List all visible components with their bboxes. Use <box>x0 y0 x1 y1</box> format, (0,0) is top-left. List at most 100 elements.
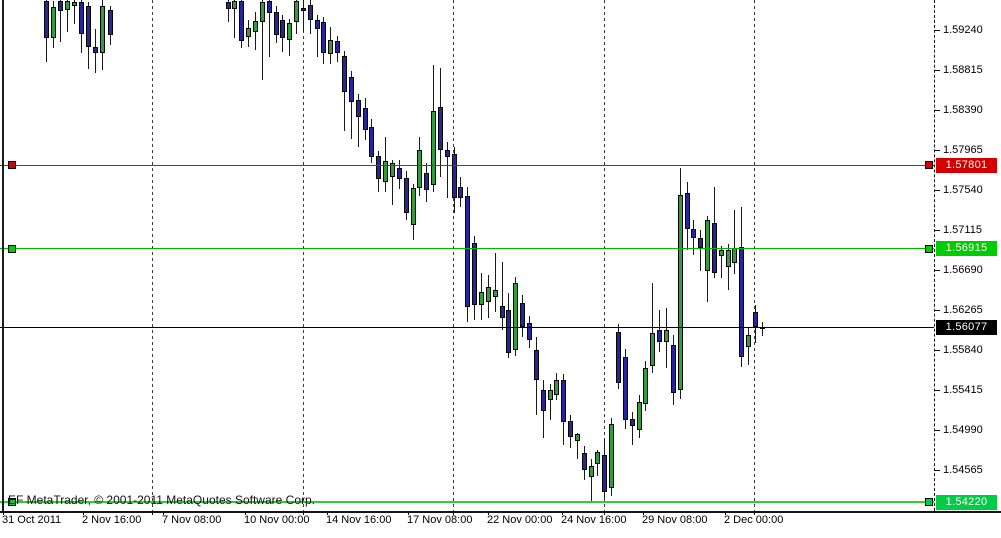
candle <box>711 222 717 273</box>
candle <box>342 56 347 93</box>
candle <box>252 20 258 32</box>
candle <box>691 228 697 238</box>
candle <box>273 12 279 35</box>
time-axis-label: 2 Nov 16:00 <box>82 514 142 526</box>
price-axis-line <box>934 0 935 511</box>
time-axis-label: 24 Nov 16:00 <box>561 514 627 526</box>
candle <box>499 305 505 318</box>
time-axis-tick <box>245 511 246 515</box>
candle <box>225 1 231 10</box>
candle <box>526 322 532 340</box>
price-badge: 1.57801 <box>936 157 997 173</box>
price-line[interactable] <box>0 501 934 504</box>
candle <box>732 248 738 264</box>
candle-wick <box>350 71 352 140</box>
price-axis-tick <box>934 470 940 471</box>
candle <box>79 1 84 34</box>
price-line-left-marker[interactable] <box>8 161 16 170</box>
time-axis-tick <box>643 511 644 515</box>
time-axis-label: 31 Oct 2011 <box>2 514 62 526</box>
candle <box>657 330 663 342</box>
candle <box>739 247 745 357</box>
candle <box>335 41 341 53</box>
candle-wick <box>261 0 263 80</box>
candle <box>465 195 471 307</box>
price-axis-tick <box>934 190 940 191</box>
candle <box>444 149 450 158</box>
candle <box>259 1 265 23</box>
candle <box>684 192 690 229</box>
candle <box>479 291 484 305</box>
time-axis-tick <box>327 511 328 515</box>
price-line[interactable] <box>0 164 934 166</box>
vertical-gridline <box>152 0 153 511</box>
vertical-gridline <box>453 0 454 511</box>
time-axis-tick <box>83 511 84 515</box>
candle <box>410 188 416 225</box>
candle <box>663 330 669 343</box>
time-axis-tick <box>603 511 605 515</box>
candle <box>389 162 395 177</box>
candle <box>314 19 320 30</box>
candle <box>403 177 409 213</box>
time-axis-label: 29 Nov 08:00 <box>642 514 708 526</box>
candle <box>588 465 594 478</box>
price-axis-label: 1.56690 <box>943 264 983 276</box>
candle-wick <box>501 262 503 331</box>
time-axis-label: 22 Nov 00:00 <box>487 514 553 526</box>
price-line-left-marker[interactable] <box>8 244 16 253</box>
chart-plot-area <box>0 0 934 511</box>
candle <box>362 108 368 130</box>
candle <box>513 283 519 350</box>
time-axis-line <box>0 511 1001 513</box>
candle <box>574 433 580 442</box>
chart-left-border <box>2 0 4 511</box>
price-line-right-marker[interactable] <box>925 161 933 170</box>
candle-wick <box>391 159 393 206</box>
price-line-left-marker[interactable] <box>8 498 16 507</box>
candle <box>300 8 306 12</box>
candle <box>100 6 105 53</box>
candle <box>554 380 560 396</box>
candle <box>698 238 704 249</box>
candle <box>705 220 710 271</box>
candle <box>629 418 635 427</box>
price-line-right-marker[interactable] <box>925 498 933 507</box>
price-badge: 1.56077 <box>936 320 997 336</box>
price-axis-tick <box>934 270 940 271</box>
candle <box>595 451 601 464</box>
time-axis-label: 2 Dec 00:00 <box>724 514 784 526</box>
price-axis-tick <box>934 70 940 71</box>
time-axis-tick <box>754 511 755 515</box>
candle <box>321 22 327 53</box>
candle <box>547 389 553 400</box>
candle-wick <box>302 0 304 32</box>
time-axis-label: 10 Nov 00:00 <box>244 514 310 526</box>
candle <box>266 0 272 14</box>
candle-wick <box>734 209 736 274</box>
candle <box>492 289 498 298</box>
candle <box>86 5 91 47</box>
candle <box>472 242 478 305</box>
time-axis-tick <box>453 511 454 515</box>
price-line[interactable] <box>0 248 934 250</box>
candle <box>753 312 758 328</box>
price-line-right-marker[interactable] <box>925 244 933 253</box>
candle <box>520 302 526 328</box>
candle-wick <box>720 246 722 279</box>
candle-wick <box>67 0 68 32</box>
candle-wick <box>316 14 318 58</box>
candle <box>622 356 628 420</box>
price-axis-tick <box>934 350 940 351</box>
candle <box>616 332 621 383</box>
candle <box>280 19 286 38</box>
time-axis-tick <box>302 511 304 515</box>
candle <box>725 250 731 268</box>
price-axis-label: 1.57965 <box>943 144 983 156</box>
candle-wick <box>494 253 496 313</box>
time-axis-tick <box>152 511 153 515</box>
candle-wick <box>700 229 702 271</box>
price-axis-label: 1.59240 <box>943 24 983 36</box>
candle <box>369 126 375 158</box>
candle <box>533 350 539 381</box>
